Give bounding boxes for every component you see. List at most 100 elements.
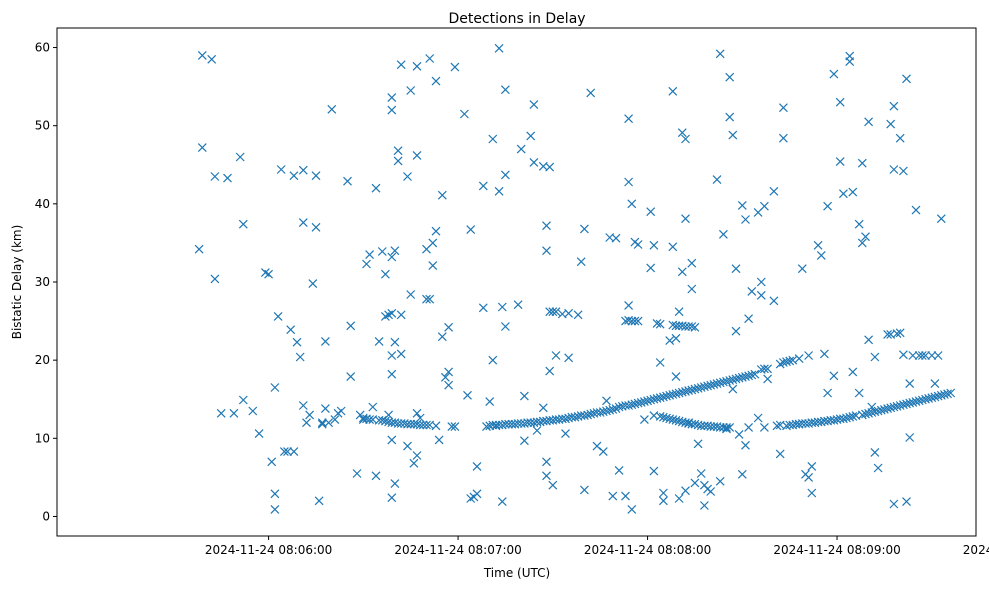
data-point — [532, 426, 542, 435]
data-point — [396, 60, 406, 70]
data-point — [848, 367, 858, 377]
data-point — [665, 336, 675, 346]
data-point — [586, 88, 596, 98]
data-point — [848, 411, 858, 421]
data-point — [387, 369, 397, 379]
data-point — [431, 421, 441, 431]
data-point — [744, 422, 754, 432]
data-point — [412, 408, 422, 418]
data-point — [674, 416, 684, 426]
data-point — [444, 380, 454, 390]
data-point — [905, 433, 915, 442]
data-point — [769, 186, 779, 196]
data-point — [273, 311, 283, 321]
data-point — [870, 352, 880, 362]
data-point — [908, 397, 918, 407]
data-point — [390, 246, 400, 256]
data-point — [690, 478, 700, 488]
data-point — [494, 43, 504, 53]
data-point — [561, 429, 570, 439]
data-point — [905, 379, 915, 389]
data-point — [390, 479, 400, 489]
x-axis-label: Time (UTC) — [483, 566, 550, 580]
data-point — [545, 307, 555, 317]
y-axis-label: Bistatic Delay (km) — [10, 225, 24, 340]
data-point — [314, 496, 324, 506]
data-point — [302, 418, 311, 428]
data-point — [674, 307, 684, 317]
data-point — [731, 264, 741, 274]
data-point — [857, 158, 867, 168]
data-point — [696, 421, 706, 431]
data-point — [693, 439, 703, 449]
data-point — [845, 57, 855, 67]
data-point — [621, 316, 630, 326]
data-point — [794, 354, 804, 364]
data-point — [921, 351, 930, 360]
data-point — [807, 461, 817, 471]
data-point — [526, 131, 536, 141]
data-point — [823, 201, 833, 211]
data-point — [434, 435, 444, 445]
data-point — [286, 325, 296, 335]
data-point — [289, 171, 299, 181]
data-point — [320, 336, 330, 346]
data-point — [690, 322, 700, 332]
data-point — [548, 480, 558, 490]
data-point — [437, 332, 447, 342]
data-point — [488, 355, 498, 365]
data-point — [538, 403, 548, 413]
data-point — [387, 252, 397, 262]
data-point — [681, 322, 690, 331]
data-point — [207, 54, 217, 64]
data-point — [614, 465, 624, 475]
data-point — [624, 114, 634, 124]
y-tick-label: 10 — [35, 431, 50, 445]
data-point — [418, 420, 428, 430]
data-point — [292, 337, 302, 347]
data-point — [229, 408, 239, 418]
data-point — [551, 307, 561, 317]
data-point — [681, 134, 690, 144]
data-point — [756, 290, 766, 300]
data-point — [829, 371, 839, 381]
data-point — [368, 402, 378, 412]
data-point — [930, 379, 940, 389]
data-point — [927, 351, 937, 360]
data-point — [459, 109, 469, 119]
data-point — [393, 156, 403, 166]
data-point — [933, 351, 943, 360]
data-point — [655, 319, 665, 329]
data-point — [772, 421, 782, 431]
data-point — [320, 404, 330, 414]
data-point — [564, 353, 574, 363]
data-point — [523, 418, 533, 428]
data-point — [873, 463, 883, 473]
data-point — [276, 165, 286, 174]
data-point — [216, 408, 226, 418]
data-point — [715, 476, 725, 486]
data-point — [444, 322, 454, 332]
data-point — [750, 369, 760, 379]
data-point — [210, 274, 220, 284]
data-point — [210, 172, 220, 181]
data-point — [519, 391, 529, 401]
data-point — [813, 240, 823, 250]
data-point — [270, 383, 280, 392]
data-point — [542, 221, 551, 231]
data-point — [608, 404, 618, 414]
data-point — [835, 97, 845, 107]
data-point — [681, 214, 690, 224]
data-point — [472, 489, 482, 499]
data-point — [646, 263, 656, 273]
data-point — [778, 133, 788, 143]
data-point — [428, 238, 438, 248]
data-point — [270, 504, 280, 514]
data-point — [886, 119, 896, 129]
data-point — [639, 415, 649, 425]
data-point — [324, 418, 334, 428]
data-point — [611, 233, 621, 243]
data-point — [450, 422, 460, 432]
data-point — [819, 349, 829, 359]
data-point — [889, 499, 899, 509]
